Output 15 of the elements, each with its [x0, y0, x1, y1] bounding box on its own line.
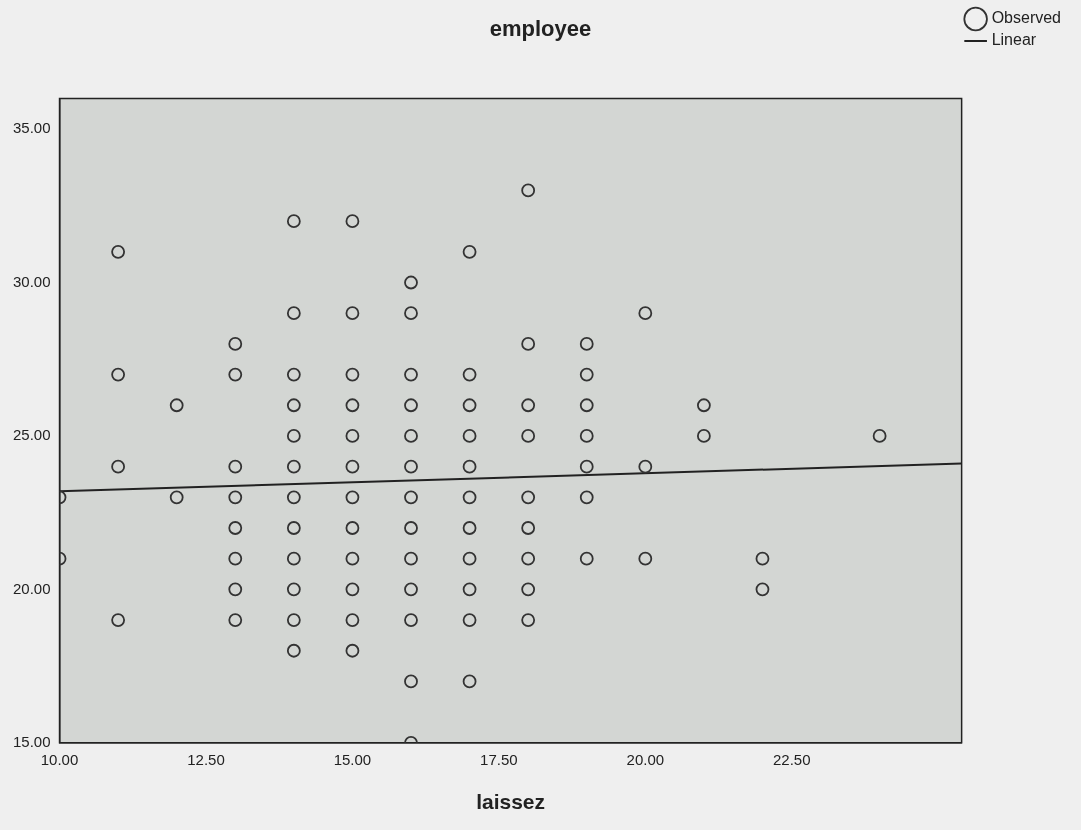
legend-label: Observed: [991, 9, 1062, 27]
x-axis-title: laissez: [476, 790, 546, 814]
y-tick-label: 35.00: [12, 119, 51, 137]
x-tick-label: 12.50: [187, 750, 225, 768]
y-tick-label: 25.00: [12, 426, 51, 444]
x-tick-label: 17.50: [480, 750, 518, 768]
x-tick-label: 20.00: [626, 750, 665, 768]
y-tick-label: 15.00: [12, 732, 51, 750]
legend-label: Linear: [991, 31, 1037, 49]
y-tick-label: 20.00: [12, 579, 51, 597]
y-tick-label: 30.00: [12, 272, 51, 290]
x-tick-label: 15.00: [333, 750, 372, 768]
x-tick-label: 22.50: [772, 750, 811, 768]
chart-title: employee: [489, 16, 592, 42]
x-tick-label: 10.00: [40, 750, 79, 768]
